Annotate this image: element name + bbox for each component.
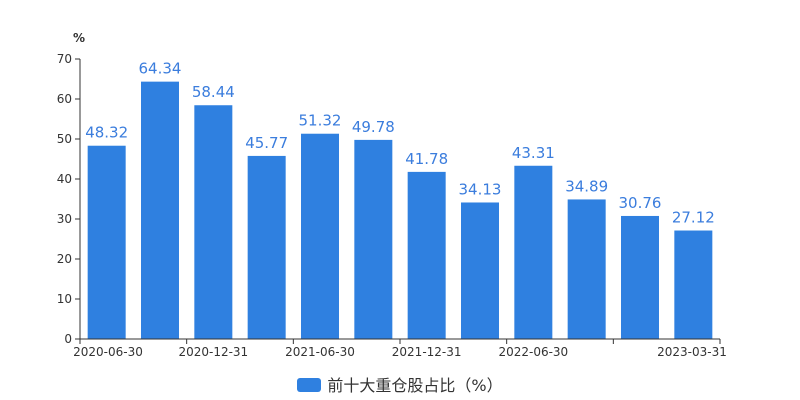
y-tick-label: 50	[57, 132, 72, 146]
bar-value-label: 41.78	[405, 150, 448, 168]
x-tick-label: 2020-06-30	[73, 345, 143, 359]
bar-value-label: 45.77	[245, 134, 288, 152]
bar-value-label: 34.89	[565, 177, 608, 195]
bar[interactable]	[567, 199, 606, 339]
bar[interactable]	[674, 230, 713, 339]
y-tick-label: 70	[57, 52, 72, 66]
bars	[87, 81, 713, 340]
bar[interactable]	[141, 81, 179, 339]
bar-value-label: 43.31	[512, 144, 555, 162]
bar-value-label: 49.78	[352, 118, 395, 136]
bar-value-label: 64.34	[139, 60, 182, 78]
bar-value-label: 27.12	[672, 209, 715, 227]
bar-value-label: 58.44	[192, 83, 235, 101]
x-tick-label: 2021-06-30	[285, 345, 355, 359]
legend[interactable]: 前十大重仓股占比（%）	[0, 372, 800, 396]
bar[interactable]	[194, 105, 233, 340]
x-tick-label: 2022-06-30	[498, 345, 568, 359]
legend-label: 前十大重仓股占比（%）	[327, 376, 503, 395]
x-tick-label: 2023-03-31	[657, 345, 727, 359]
x-tick-label: 2020-12-31	[178, 345, 248, 359]
bar-value-label: 51.32	[299, 112, 342, 130]
bar-value-label: 34.13	[459, 180, 502, 198]
bar[interactable]	[354, 139, 393, 339]
y-tick-label: 40	[57, 172, 72, 186]
y-axis-unit: %	[73, 31, 85, 45]
y-axis-ticks: 0 10 20 30 40 50 60 70	[57, 52, 80, 346]
bar[interactable]	[461, 202, 499, 339]
value-labels: 48.32 64.34 58.44 45.77 51.32 49.78 41.78 34.13…	[85, 60, 715, 227]
bar[interactable]	[301, 133, 339, 339]
bar[interactable]	[621, 215, 659, 339]
y-tick-label: 0	[64, 332, 72, 346]
bar[interactable]	[407, 171, 446, 339]
x-axis-ticks: 2020-06-30 2020-12-31 2021-06-30 2021-12-31…	[73, 339, 727, 359]
x-tick-label: 2021-12-31	[392, 345, 462, 359]
legend-swatch	[297, 378, 322, 392]
bar[interactable]	[514, 165, 553, 339]
bar[interactable]	[87, 145, 126, 339]
bar-value-label: 30.76	[619, 194, 662, 212]
y-tick-label: 10	[57, 292, 72, 306]
y-tick-label: 60	[57, 92, 72, 106]
bar-value-label: 48.32	[85, 124, 128, 142]
y-tick-label: 30	[57, 212, 72, 226]
y-tick-label: 20	[57, 252, 72, 266]
bar[interactable]	[247, 155, 286, 339]
